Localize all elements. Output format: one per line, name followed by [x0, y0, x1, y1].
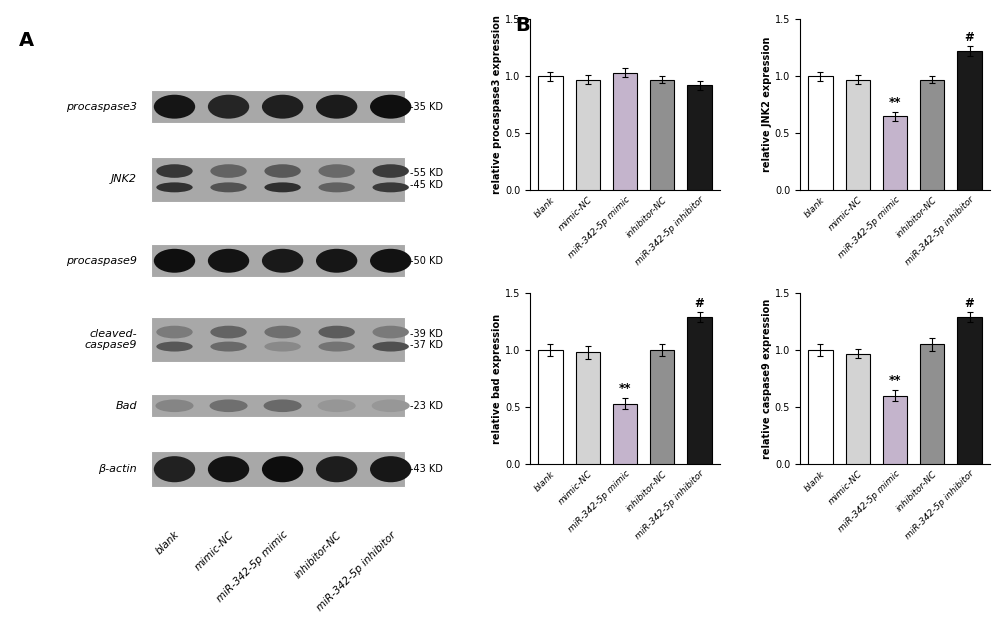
- Ellipse shape: [210, 326, 247, 338]
- Ellipse shape: [318, 342, 355, 352]
- Bar: [808, 76, 833, 190]
- Text: cleaved-
caspase9: cleaved- caspase9: [84, 329, 137, 350]
- Bar: [538, 350, 563, 464]
- Ellipse shape: [264, 342, 301, 352]
- Ellipse shape: [262, 95, 303, 119]
- Ellipse shape: [262, 249, 303, 273]
- Text: mimic-NC: mimic-NC: [193, 530, 236, 572]
- Ellipse shape: [370, 249, 411, 273]
- Bar: [576, 80, 600, 190]
- Text: -23 KD: -23 KD: [410, 401, 442, 411]
- Ellipse shape: [373, 164, 409, 178]
- Ellipse shape: [208, 95, 249, 119]
- Bar: [957, 51, 982, 190]
- Ellipse shape: [210, 342, 247, 352]
- Ellipse shape: [318, 183, 355, 192]
- Ellipse shape: [318, 399, 356, 412]
- Bar: [957, 317, 982, 464]
- Bar: [687, 85, 712, 190]
- Text: -39 KD
-37 KD: -39 KD -37 KD: [410, 329, 442, 350]
- FancyBboxPatch shape: [151, 244, 405, 277]
- FancyBboxPatch shape: [151, 317, 405, 362]
- Ellipse shape: [262, 456, 303, 482]
- FancyBboxPatch shape: [151, 156, 405, 202]
- Bar: [808, 350, 833, 464]
- Ellipse shape: [370, 95, 411, 119]
- FancyBboxPatch shape: [151, 451, 405, 487]
- Text: blank: blank: [154, 530, 182, 557]
- Ellipse shape: [370, 456, 411, 482]
- Bar: [883, 396, 907, 464]
- Ellipse shape: [156, 342, 193, 352]
- Text: **: **: [889, 374, 901, 387]
- Ellipse shape: [155, 399, 194, 412]
- Ellipse shape: [316, 456, 357, 482]
- Bar: [846, 354, 870, 464]
- Bar: [920, 80, 944, 190]
- Text: -50 KD: -50 KD: [410, 256, 442, 266]
- Ellipse shape: [318, 164, 355, 178]
- Text: procaspase3: procaspase3: [66, 102, 137, 112]
- Bar: [687, 317, 712, 464]
- Ellipse shape: [318, 326, 355, 338]
- Ellipse shape: [208, 456, 249, 482]
- Ellipse shape: [156, 326, 193, 338]
- Ellipse shape: [154, 249, 195, 273]
- Text: miR-342-5p inhibitor: miR-342-5p inhibitor: [315, 530, 398, 612]
- Y-axis label: relative bad expression: relative bad expression: [492, 314, 502, 444]
- Ellipse shape: [154, 456, 195, 482]
- Text: inhibitor-NC: inhibitor-NC: [293, 530, 344, 580]
- Y-axis label: relative caspase9 expression: relative caspase9 expression: [762, 298, 772, 459]
- Ellipse shape: [373, 183, 409, 192]
- Text: -43 KD: -43 KD: [410, 464, 442, 474]
- Text: Bad: Bad: [115, 401, 137, 411]
- Text: B: B: [515, 16, 530, 35]
- Bar: [613, 404, 637, 464]
- Text: -55 KD
-45 KD: -55 KD -45 KD: [410, 169, 443, 190]
- Bar: [846, 80, 870, 190]
- Y-axis label: relative JNK2 expression: relative JNK2 expression: [762, 37, 772, 172]
- Ellipse shape: [208, 249, 249, 273]
- Ellipse shape: [373, 342, 409, 352]
- Ellipse shape: [316, 95, 357, 119]
- Bar: [650, 350, 674, 464]
- Text: #: #: [965, 296, 974, 310]
- Bar: [920, 345, 944, 464]
- Text: JNK2: JNK2: [111, 174, 137, 184]
- Ellipse shape: [154, 95, 195, 119]
- Ellipse shape: [156, 164, 193, 178]
- Text: #: #: [965, 31, 974, 44]
- Text: -35 KD: -35 KD: [410, 102, 442, 112]
- Text: miR-342-5p mimic: miR-342-5p mimic: [215, 530, 290, 604]
- Bar: [538, 76, 563, 190]
- Ellipse shape: [264, 164, 301, 178]
- FancyBboxPatch shape: [151, 394, 405, 417]
- Text: #: #: [695, 296, 704, 310]
- Ellipse shape: [210, 164, 247, 178]
- Text: procaspase9: procaspase9: [66, 256, 137, 266]
- Text: **: **: [889, 95, 901, 109]
- Ellipse shape: [264, 183, 301, 192]
- Y-axis label: relative procaspase3 expression: relative procaspase3 expression: [492, 15, 502, 194]
- Bar: [650, 80, 674, 190]
- Ellipse shape: [264, 326, 301, 338]
- Bar: [883, 116, 907, 190]
- Ellipse shape: [210, 399, 248, 412]
- Text: A: A: [19, 31, 35, 50]
- Ellipse shape: [264, 399, 302, 412]
- Bar: [576, 352, 600, 464]
- Ellipse shape: [156, 183, 193, 192]
- Ellipse shape: [210, 183, 247, 192]
- Text: β-actin: β-actin: [98, 464, 137, 474]
- Ellipse shape: [373, 326, 409, 338]
- Bar: [613, 73, 637, 190]
- FancyBboxPatch shape: [151, 90, 405, 123]
- Ellipse shape: [316, 249, 357, 273]
- Text: **: **: [619, 382, 631, 395]
- Ellipse shape: [372, 399, 410, 412]
